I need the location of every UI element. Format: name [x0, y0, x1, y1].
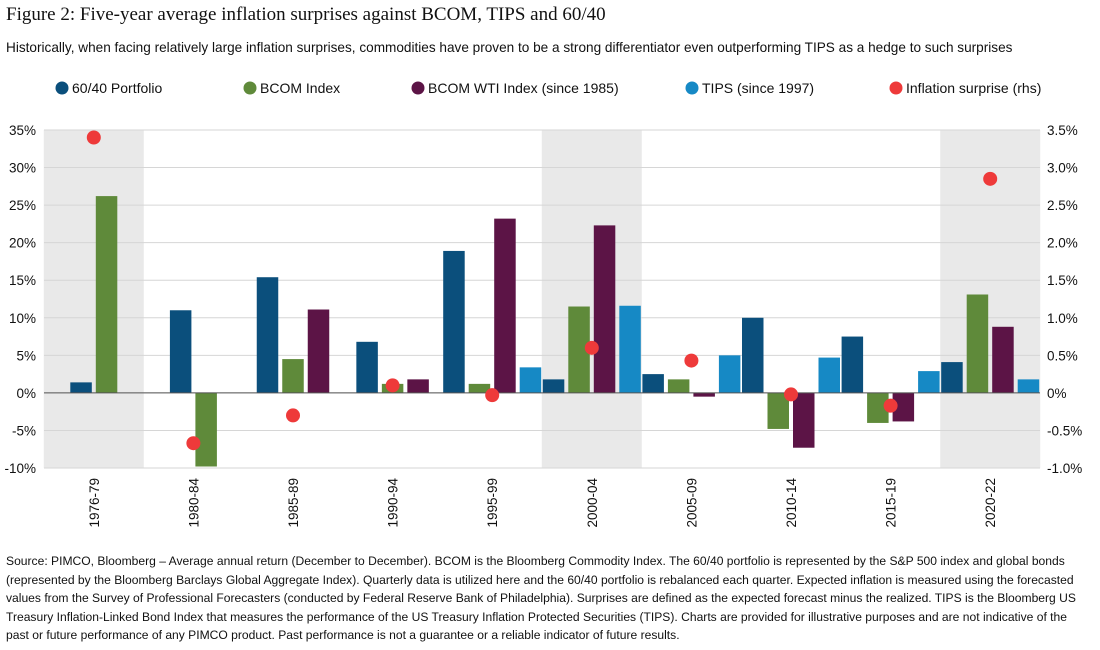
bar-60-40-portfolio: [356, 341, 378, 393]
x-tick-label: 2010-14: [784, 478, 799, 528]
bar-bcom-wti-index-since-1985: [992, 326, 1014, 393]
legend: 60/40 Portfolio BCOM Index BCOM WTI Index …: [55, 80, 1041, 96]
bar-bcom-index: [95, 196, 118, 393]
y-right-tick-label: 3.5%: [1047, 123, 1078, 138]
bar-tips-since-1997: [519, 367, 542, 393]
highlight-band: [43, 130, 144, 468]
bar-bcom-wti-index-since-1985: [693, 392, 715, 397]
legend-label: BCOM Index: [260, 80, 340, 96]
x-tick-label: 2015-19: [884, 478, 899, 528]
x-tick-label: 2005-09: [684, 478, 699, 528]
legend-label: TIPS (since 1997): [702, 80, 814, 96]
y-left-tick-label: 15%: [9, 273, 36, 288]
x-tick-label: 1990-94: [386, 478, 401, 528]
bar-bcom-wti-index-since-1985: [593, 225, 616, 393]
bar-bcom-index: [195, 392, 217, 467]
bar-bcom-index: [568, 306, 590, 393]
inflation-surprise-point: [784, 387, 798, 402]
legend-marker: [411, 81, 425, 95]
bar-bcom-wti-index-since-1985: [307, 309, 330, 393]
legend-label: 60/40 Portfolio: [72, 80, 162, 96]
bar-60-40-portfolio: [742, 317, 764, 393]
y-left-tick-label: 10%: [9, 311, 36, 326]
inflation-surprise-point: [883, 398, 898, 413]
legend-label: BCOM WTI Index (since 1985): [428, 80, 619, 96]
bar-tips-since-1997: [918, 371, 940, 393]
legend-marker: [243, 81, 257, 95]
y-right-tick-label: 1.5%: [1047, 273, 1078, 288]
x-tick-label: 2020-22: [983, 478, 998, 528]
inflation-surprise-point: [86, 130, 101, 145]
bar-bcom-index: [767, 392, 789, 429]
y-left-tick-label: 30%: [9, 161, 36, 176]
bar-bcom-wti-index-since-1985: [494, 218, 516, 393]
bar-60-40-portfolio: [841, 336, 864, 393]
y-left-tick-label: 20%: [9, 236, 36, 251]
bar-bcom-wti-index-since-1985: [892, 392, 915, 422]
inflation-surprise-point: [584, 340, 599, 355]
y-right-tick-label: 0%: [1047, 386, 1067, 401]
y-left-tick-label: -10%: [4, 461, 36, 476]
x-tick-label: 1976-79: [87, 478, 102, 528]
highlight-band: [541, 130, 642, 468]
y-right-tick-label: 1.0%: [1047, 311, 1078, 326]
y-left-tick-label: -5%: [12, 423, 36, 438]
chart-subtitle: Historically, when facing relatively lar…: [6, 40, 1013, 55]
inflation-surprise-point: [186, 436, 201, 451]
bar-60-40-portfolio: [542, 379, 565, 393]
bar-60-40-portfolio: [169, 310, 192, 393]
chart-title: Figure 2: Five-year average inflation su…: [6, 4, 606, 25]
legend-marker: [685, 81, 699, 95]
bar-chart: 35% 30% 25% 20% 15% 10% 5% 0% -5% -10% 3.5% 3.0% 2.5…: [4, 80, 1082, 528]
y-left-tick-label: 0%: [16, 386, 36, 401]
highlight-bands: [43, 130, 1041, 468]
bar-bcom-wti-index-since-1985: [407, 379, 429, 393]
x-tick-label: 1980-84: [186, 478, 201, 528]
y-right-tick-label: -0.5%: [1047, 423, 1082, 438]
y-left-tick-label: 35%: [9, 123, 36, 138]
bar-tips-since-1997: [718, 355, 741, 393]
y-right-tick-label: -1.0%: [1047, 461, 1082, 476]
bar-series: [70, 196, 1040, 467]
y-left-tick-label: 5%: [16, 348, 36, 363]
bar-60-40-portfolio: [70, 382, 92, 393]
inflation-surprise-point: [485, 388, 500, 403]
inflation-surprise-point: [983, 171, 998, 186]
y-right-tick-label: 2.5%: [1047, 198, 1078, 213]
y-left-tick-label: 25%: [9, 198, 36, 213]
bar-bcom-index: [966, 294, 989, 393]
bar-bcom-index: [667, 379, 690, 393]
x-tick-label: 1995-99: [485, 478, 500, 528]
inflation-surprise-point: [385, 378, 400, 393]
inflation-surprise-points: [86, 130, 998, 451]
source-note: Source: PIMCO, Bloomberg – Average annua…: [6, 554, 1076, 643]
bar-tips-since-1997: [619, 305, 641, 393]
bar-bcom-index: [468, 383, 491, 393]
legend-marker: [55, 81, 69, 95]
bar-bcom-wti-index-since-1985: [793, 392, 815, 448]
y-right-tick-label: 2.0%: [1047, 236, 1078, 251]
y-right-tick-label: 3.0%: [1047, 161, 1078, 176]
bar-60-40-portfolio: [256, 277, 279, 393]
legend-marker: [889, 81, 903, 95]
x-tick-label: 2000-04: [585, 478, 600, 528]
axes: 35% 30% 25% 20% 15% 10% 5% 0% -5% -10% 3.5% 3.0% 2.5…: [4, 123, 1082, 528]
bar-60-40-portfolio: [941, 362, 963, 393]
y-right-tick-label: 0.5%: [1047, 348, 1078, 363]
highlight-band: [940, 130, 1041, 468]
inflation-surprise-point: [286, 408, 300, 423]
inflation-surprise-point: [684, 353, 699, 368]
x-tick-label: 1985-89: [286, 478, 301, 528]
legend-label: Inflation surprise (rhs): [906, 80, 1041, 96]
bar-tips-since-1997: [1017, 379, 1040, 393]
bar-bcom-index: [867, 392, 889, 423]
bar-60-40-portfolio: [443, 250, 465, 393]
bar-60-40-portfolio: [642, 374, 664, 393]
bar-tips-since-1997: [818, 357, 840, 393]
bar-bcom-index: [282, 359, 304, 393]
